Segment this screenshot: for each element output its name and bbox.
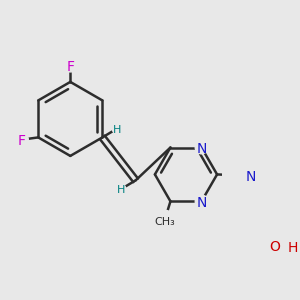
Text: CH₃: CH₃	[154, 217, 175, 226]
Circle shape	[195, 141, 208, 154]
Circle shape	[116, 184, 126, 194]
Text: N: N	[196, 196, 207, 210]
Text: F: F	[66, 60, 74, 74]
Circle shape	[64, 59, 76, 72]
Circle shape	[154, 210, 175, 231]
Circle shape	[286, 240, 299, 253]
Circle shape	[112, 124, 122, 134]
Circle shape	[269, 239, 281, 251]
Circle shape	[245, 169, 257, 182]
Circle shape	[195, 195, 208, 208]
Text: N: N	[246, 170, 256, 184]
Text: H: H	[113, 124, 121, 134]
Text: O: O	[269, 239, 281, 254]
Text: H: H	[117, 185, 125, 195]
Text: N: N	[196, 142, 207, 156]
Text: H: H	[287, 241, 298, 255]
Circle shape	[16, 133, 28, 146]
Text: F: F	[18, 134, 26, 148]
Polygon shape	[275, 216, 286, 245]
